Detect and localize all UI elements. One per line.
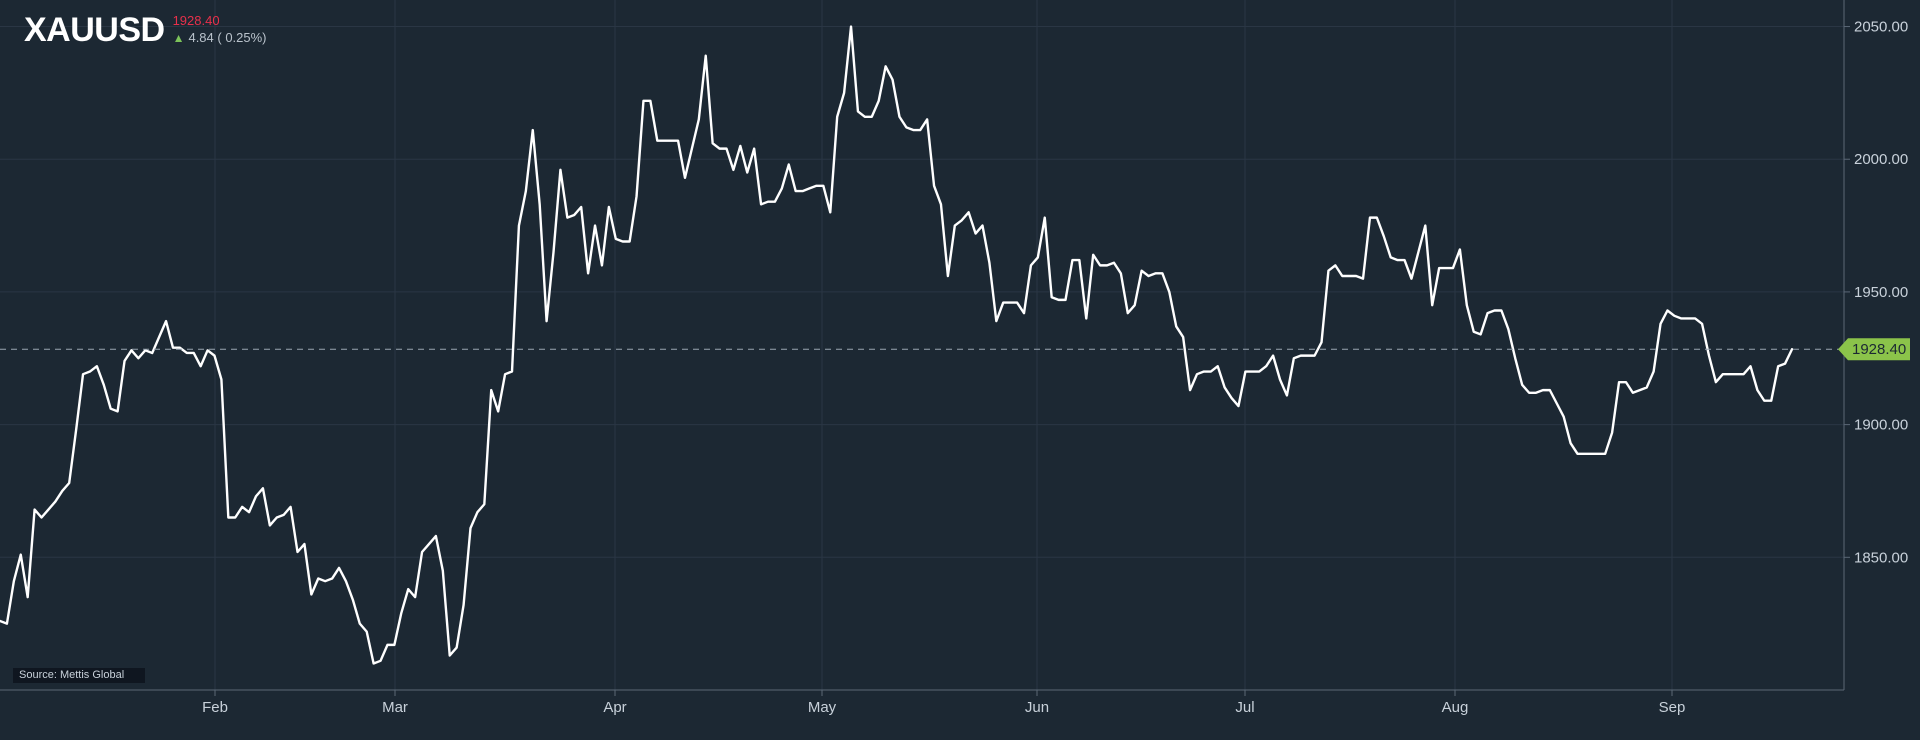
x-tick-label: Feb: [202, 699, 228, 716]
y-tick-label: 1950.00: [1854, 284, 1908, 301]
change-text: 4.84 ( 0.25%): [188, 30, 267, 45]
x-tick-label: Jul: [1235, 699, 1254, 716]
current-price-tag: [1838, 338, 1910, 361]
price-change: ▲ 4.84 ( 0.25%): [173, 30, 267, 46]
x-tick-label: Mar: [382, 699, 408, 716]
price-series-line: [0, 25, 1794, 665]
ticker-symbol: XAUUSD: [24, 11, 165, 49]
arrow-up-icon: ▲: [172, 31, 185, 45]
x-tick-label: Aug: [1442, 699, 1469, 716]
y-tick-label: 2050.00: [1854, 19, 1908, 36]
x-tick-label: Jun: [1025, 699, 1049, 716]
y-tick-label: 1850.00: [1854, 549, 1908, 566]
grid-lines: [0, 0, 1844, 690]
x-tick-label: Apr: [603, 699, 626, 716]
current-price-label: 1928.40: [1852, 341, 1906, 358]
current-price-marker: 1928.40: [0, 338, 1910, 361]
x-tick-label: May: [808, 699, 837, 716]
last-price: 1928.40: [172, 13, 220, 28]
y-tick-label: 1900.00: [1854, 417, 1908, 434]
axis-labels: 1850.00 1900.00 1950.00 2000.00 2050.00 Feb Ma…: [202, 19, 1908, 716]
ticker-header: XAUUSD 1928.40 ▲ 4.84 ( 0.25%): [24, 12, 267, 48]
series-group: [0, 25, 1794, 665]
y-tick-label: 2000.00: [1854, 151, 1908, 168]
axes: [0, 0, 1850, 696]
source-label: Source: Mettis Global: [13, 668, 145, 683]
quote-block: 1928.40 ▲ 4.84 ( 0.25%): [173, 14, 267, 46]
x-tick-label: Sep: [1659, 699, 1686, 716]
